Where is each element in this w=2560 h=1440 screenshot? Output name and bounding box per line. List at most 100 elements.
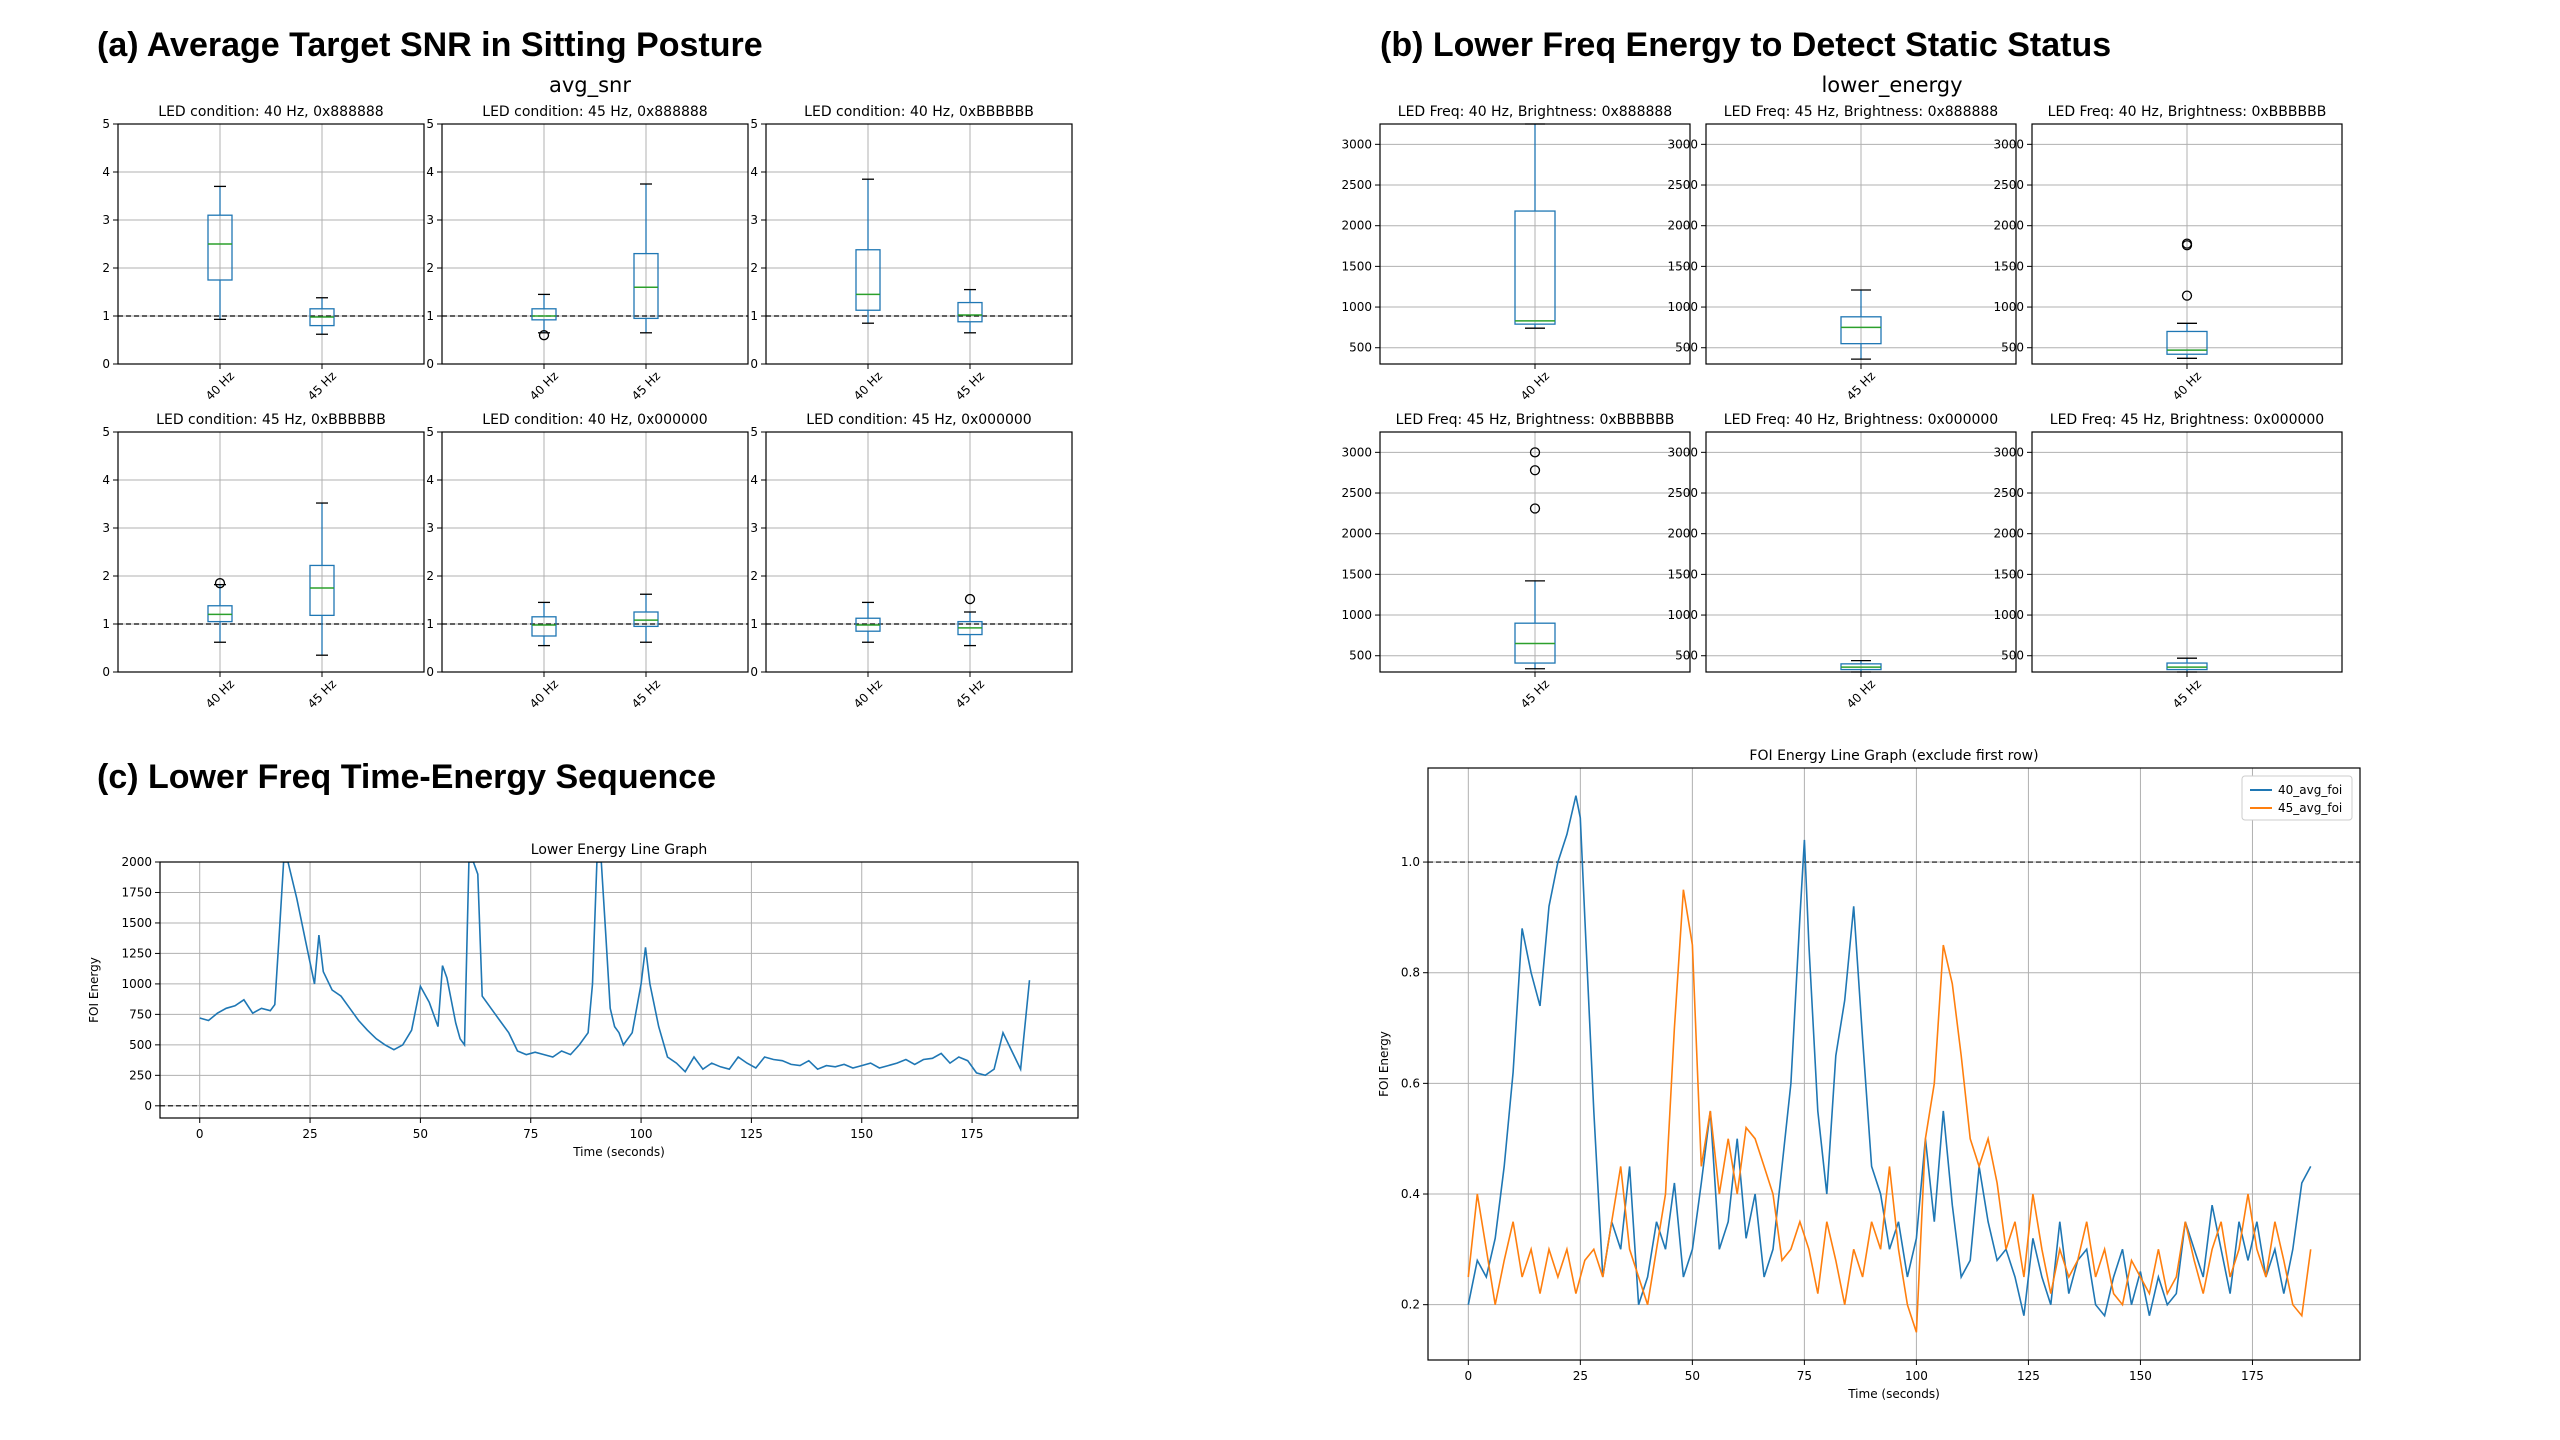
box xyxy=(957,301,983,323)
y-tick-label: 250 xyxy=(129,1068,152,1082)
axes-frame xyxy=(441,123,749,365)
x-tick-label: 125 xyxy=(2017,1369,2040,1383)
y-tick-label: 4 xyxy=(750,473,758,487)
panel-title: LED condition: 45 Hz, 0xBBBBBB xyxy=(156,412,386,428)
x-tick-label: 100 xyxy=(630,1127,653,1141)
x-tick-label: 40 Hz xyxy=(2170,369,2204,403)
flier-point xyxy=(538,330,550,341)
y-tick-label: 0 xyxy=(144,1099,152,1113)
y-tick-label: 1 xyxy=(750,309,758,323)
box xyxy=(633,252,659,320)
y-tick-label: 500 xyxy=(1675,341,1698,355)
panel-title: LED Freq: 40 Hz, Brightness: 0xBBBBBB xyxy=(2048,104,2327,120)
axes-frame xyxy=(1427,767,2361,1361)
x-tick-label: 45 Hz xyxy=(953,677,987,711)
y-tick-label: 3000 xyxy=(1667,445,1698,459)
panel-title: LED Freq: 40 Hz, Brightness: 0x888888 xyxy=(1398,104,1672,120)
panel-title: LED condition: 40 Hz, 0xBBBBBB xyxy=(804,104,1034,120)
x-tick-label: 45 Hz xyxy=(629,369,663,403)
panel-title: LED condition: 45 Hz, 0x888888 xyxy=(482,104,707,120)
axes-frame xyxy=(117,123,425,365)
x-tick-label: 45 Hz xyxy=(305,369,339,403)
panel-title: LED Freq: 45 Hz, Brightness: 0x000000 xyxy=(2050,412,2324,428)
x-tick-label: 40 Hz xyxy=(527,677,561,711)
flier-point xyxy=(1529,447,1541,458)
x-tick-label: 40 Hz xyxy=(1518,369,1552,403)
y-tick-label: 2000 xyxy=(121,855,152,869)
axes-frame xyxy=(765,123,1073,365)
y-tick-label: 2 xyxy=(426,569,434,583)
x-tick-label: 75 xyxy=(1797,1369,1812,1383)
y-tick-label: 500 xyxy=(1675,649,1698,663)
section-b-title: (b) Lower Freq Energy to Detect Static S… xyxy=(1380,26,2112,64)
y-tick-label: 0.2 xyxy=(1401,1298,1420,1312)
y-tick-label: 4 xyxy=(102,165,110,179)
y-tick-label: 5 xyxy=(750,117,758,131)
y-tick-label: 4 xyxy=(750,165,758,179)
y-tick-label: 0.8 xyxy=(1401,966,1420,980)
x-tick-label: 40 Hz xyxy=(527,369,561,403)
y-tick-label: 4 xyxy=(102,473,110,487)
x-tick-label: 40 Hz xyxy=(203,677,237,711)
y-tick-label: 1 xyxy=(750,617,758,631)
y-tick-label: 0 xyxy=(426,665,434,679)
y-tick-label: 750 xyxy=(129,1007,152,1021)
y-tick-label: 2500 xyxy=(1667,486,1698,500)
x-tick-label: 150 xyxy=(850,1127,873,1141)
y-tick-label: 4 xyxy=(426,165,434,179)
y-tick-label: 1500 xyxy=(1993,259,2024,273)
y-tick-label: 500 xyxy=(2001,649,2024,663)
y-tick-label: 2000 xyxy=(1341,219,1372,233)
y-tick-label: 0 xyxy=(102,665,110,679)
x-tick-label: 45 Hz xyxy=(1844,369,1878,403)
y-tick-label: 1 xyxy=(426,309,434,323)
axes-frame xyxy=(441,431,749,673)
x-tick-label: 45 Hz xyxy=(1518,677,1552,711)
y-tick-label: 2 xyxy=(102,569,110,583)
panel-title: LED Freq: 45 Hz, Brightness: 0x888888 xyxy=(1724,104,1998,120)
x-tick-label: 150 xyxy=(2129,1369,2152,1383)
series-line-40_avg_foi xyxy=(1467,795,2312,1318)
legend-label: 40_avg_foi xyxy=(2278,783,2342,797)
x-tick-label: 45 Hz xyxy=(629,677,663,711)
box xyxy=(633,611,659,628)
axes-frame xyxy=(1705,123,2017,365)
y-tick-label: 3 xyxy=(426,213,434,227)
axes-frame xyxy=(1379,123,1691,365)
y-tick-label: 1000 xyxy=(1993,608,2024,622)
y-tick-label: 0 xyxy=(102,357,110,371)
y-tick-label: 2000 xyxy=(1341,527,1372,541)
x-tick-label: 50 xyxy=(1685,1369,1700,1383)
x-tick-label: 40 Hz xyxy=(1844,677,1878,711)
flier-point xyxy=(964,593,976,605)
y-tick-label: 1750 xyxy=(121,885,152,899)
box xyxy=(309,564,335,617)
box xyxy=(1840,316,1882,345)
x-tick-label: 45 Hz xyxy=(953,369,987,403)
x-tick-label: 45 Hz xyxy=(305,677,339,711)
chart-title: FOI Energy Line Graph (exclude first row… xyxy=(1749,748,2038,764)
y-tick-label: 2500 xyxy=(1667,178,1698,192)
y-tick-label: 1 xyxy=(102,309,110,323)
y-tick-label: 1000 xyxy=(121,977,152,991)
y-tick-label: 4 xyxy=(426,473,434,487)
flier-point xyxy=(214,578,226,589)
y-tick-label: 1000 xyxy=(1667,300,1698,314)
y-tick-label: 1500 xyxy=(1667,567,1698,581)
x-tick-label: 50 xyxy=(413,1127,428,1141)
suptitle: lower_energy xyxy=(1821,73,1962,98)
y-tick-label: 500 xyxy=(1349,341,1372,355)
y-tick-label: 3000 xyxy=(1993,137,2024,151)
y-tick-label: 2 xyxy=(426,261,434,275)
y-tick-label: 2000 xyxy=(1667,219,1698,233)
y-tick-label: 2000 xyxy=(1667,527,1698,541)
y-tick-label: 5 xyxy=(102,117,110,131)
y-tick-label: 5 xyxy=(750,425,758,439)
y-tick-label: 500 xyxy=(129,1038,152,1052)
box xyxy=(2166,662,2208,671)
y-tick-label: 500 xyxy=(2001,341,2024,355)
y-tick-label: 2000 xyxy=(1993,527,2024,541)
panel-title: LED Freq: 40 Hz, Brightness: 0x000000 xyxy=(1724,412,1998,428)
y-tick-label: 1000 xyxy=(1667,608,1698,622)
y-tick-label: 5 xyxy=(426,425,434,439)
